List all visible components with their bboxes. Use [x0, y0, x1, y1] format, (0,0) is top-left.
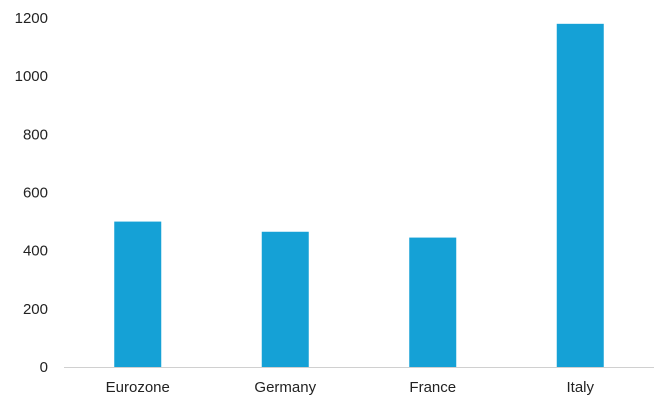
bar-france	[409, 237, 457, 367]
x-tick-label: France	[409, 379, 456, 396]
x-axis: Eurozone Germany France Italy	[64, 367, 654, 396]
bar-italy	[556, 23, 604, 368]
x-tick-label: Eurozone	[106, 379, 170, 396]
y-tick-label: 1200	[15, 10, 48, 27]
y-tick-label: 1000	[15, 68, 48, 85]
bar-germany	[261, 231, 309, 367]
y-tick-label: 800	[23, 126, 48, 143]
bars-group	[114, 23, 604, 368]
y-tick-label: 600	[23, 185, 48, 202]
bar-eurozone	[114, 221, 162, 367]
x-tick-label: Germany	[254, 379, 316, 396]
y-tick-label: 0	[40, 359, 48, 376]
x-tick-label: Italy	[566, 379, 594, 396]
y-tick-label: 200	[23, 301, 48, 318]
y-tick-label: 400	[23, 243, 48, 260]
y-axis: 0 200 400 600 800 1000 1200	[15, 10, 48, 376]
